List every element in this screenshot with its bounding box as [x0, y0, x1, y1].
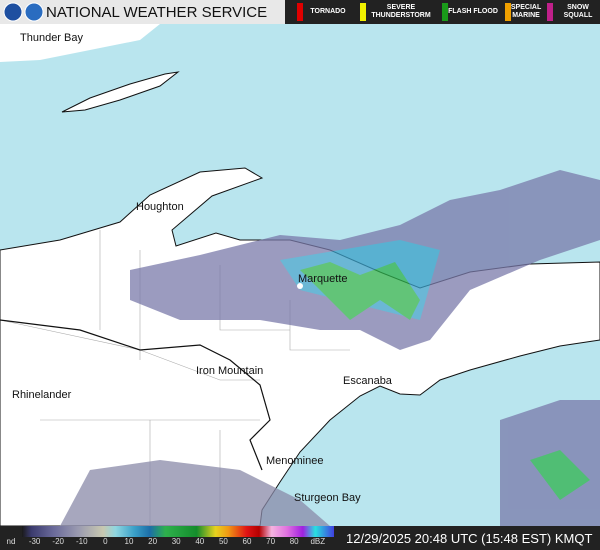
colorbar-label: 60	[242, 537, 252, 546]
colorbar-label: dBZ	[310, 537, 326, 546]
colorbar-label: 70	[266, 537, 276, 546]
warning-swatch	[442, 3, 448, 21]
city-label: Rhinelander	[12, 389, 72, 401]
colorbar-label: 20	[148, 537, 158, 546]
radar-echoes	[60, 170, 600, 526]
colorbar-label: 80	[289, 537, 299, 546]
warning-swatch	[547, 3, 553, 21]
colorbar-label: 10	[124, 537, 134, 546]
city-label: Iron Mountain	[196, 365, 264, 377]
colorbar	[22, 526, 334, 537]
warning-swatch	[505, 3, 511, 21]
city-label: Houghton	[136, 201, 184, 213]
footer: 12/29/2025 20:48 UTC (15:48 EST) KMQT nd…	[0, 526, 600, 550]
warning-swatch	[360, 3, 366, 21]
city-label: Marquette	[298, 273, 348, 285]
colorbar-label: -10	[76, 537, 88, 546]
warning-label: SNOW SQUALL	[563, 4, 593, 19]
warning-label: SEVERE THUNDERSTORM	[371, 4, 431, 19]
warning-label: TORNADO	[310, 8, 346, 15]
warning-label: SPECIAL MARINE	[510, 4, 542, 19]
city-label: Escanaba	[343, 375, 392, 387]
logos	[3, 2, 44, 22]
warning-swatch	[297, 3, 303, 21]
city-label: Sturgeon Bay	[294, 492, 361, 504]
timestamp: 12/29/2025 20:48 UTC (15:48 EST) KMQT	[346, 531, 593, 546]
header-title: NATIONAL WEATHER SERVICE	[46, 4, 268, 21]
colorbar-label: -30	[28, 537, 41, 546]
city-label: Thunder Bay	[20, 32, 83, 44]
colorbar-label: -20	[52, 537, 64, 546]
radar-site	[297, 283, 303, 289]
warning-legend: TORNADO SEVERE THUNDERSTORM FLASH FLOOD SPE…	[285, 0, 600, 24]
canada-land	[0, 24, 160, 62]
state-border	[0, 319, 271, 471]
colorbar-label: 40	[195, 537, 205, 546]
colorbar-label: nd	[6, 537, 16, 546]
colorbar-label: 30	[171, 537, 181, 546]
warning-label: FLASH FLOOD	[448, 8, 498, 15]
city-label: Menominee	[266, 455, 324, 467]
isle-royale	[61, 71, 180, 113]
colorbar-label: 0	[103, 537, 108, 546]
colorbar-label: 50	[218, 537, 228, 546]
